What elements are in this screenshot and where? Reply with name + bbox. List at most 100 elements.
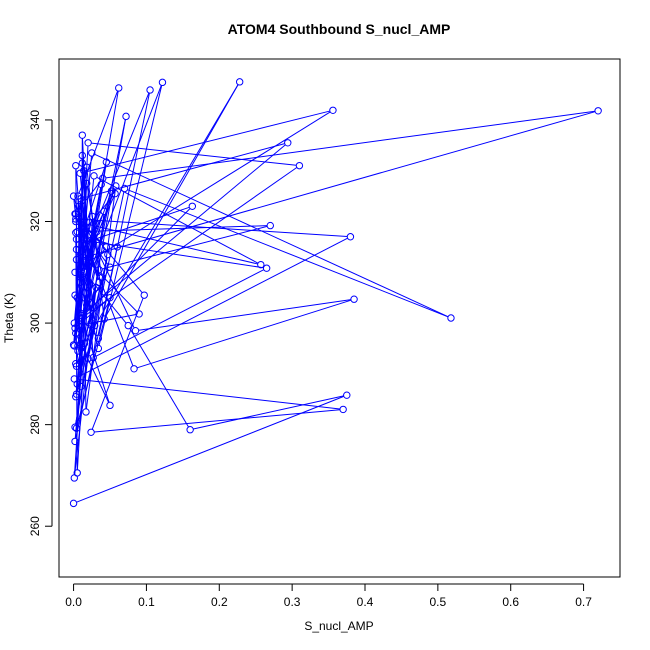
series-segment (76, 326, 91, 392)
data-point (120, 184, 129, 193)
data-point (102, 243, 111, 251)
data-point (71, 210, 79, 218)
data-point (78, 131, 87, 139)
data-point (115, 84, 123, 92)
data-point (74, 207, 83, 216)
data-point (89, 353, 97, 362)
data-point (69, 341, 78, 349)
series-segment (80, 225, 268, 233)
data-point (73, 380, 81, 388)
data-point (85, 253, 94, 261)
data-point (81, 288, 89, 297)
series-segment (77, 257, 108, 382)
series-segment (127, 189, 449, 318)
data-point (79, 263, 87, 271)
data-point (146, 86, 154, 94)
series-segment (91, 142, 297, 166)
data-point (70, 342, 79, 350)
data-point (88, 149, 96, 157)
series-segment (83, 173, 90, 282)
series-segment (82, 206, 190, 244)
data-point (76, 309, 84, 317)
data-point (79, 349, 87, 358)
data-point (72, 390, 81, 398)
data-point (84, 139, 92, 147)
series-segment (138, 299, 351, 331)
data-point (77, 382, 85, 391)
data-point (140, 291, 148, 299)
data-point (186, 426, 194, 434)
series-segment (79, 85, 162, 298)
data-point (87, 319, 95, 327)
x-tick-label: 0.6 (502, 595, 519, 609)
data-point (188, 202, 197, 210)
data-point (74, 321, 82, 330)
data-point (104, 250, 112, 259)
x-tick-label: 0.5 (430, 595, 447, 609)
series-segment (91, 297, 144, 430)
series-segment (105, 110, 596, 179)
series-segment (80, 314, 137, 326)
data-point (80, 339, 89, 348)
data-point (74, 202, 83, 210)
series-segment (98, 85, 163, 346)
data-point (80, 167, 88, 175)
x-tick-label: 0.2 (211, 595, 228, 609)
data-point (594, 107, 602, 115)
data-point (69, 499, 78, 508)
data-point (343, 391, 351, 399)
data-point (350, 295, 358, 303)
x-axis: 0.0 0.1 0.2 0.3 0.4 0.5 0.6 0.7 (65, 583, 592, 609)
data-point (76, 278, 84, 287)
data-point (235, 78, 244, 86)
series-segment (193, 395, 344, 430)
series-segment (136, 299, 352, 369)
x-tick-label: 0.0 (65, 595, 82, 609)
data-point (85, 281, 94, 289)
data-point (262, 264, 271, 272)
series-points (69, 78, 602, 508)
data-point (266, 221, 274, 230)
data-point (112, 182, 120, 190)
data-point (158, 78, 167, 87)
data-point (107, 187, 116, 195)
data-point (82, 301, 91, 310)
series-segment (105, 84, 239, 317)
data-point (92, 220, 100, 228)
series-segment (90, 111, 331, 261)
series-segment (76, 395, 344, 503)
data-point (257, 260, 265, 269)
data-point (84, 354, 92, 363)
plot-frame (58, 58, 621, 578)
data-point (130, 365, 138, 373)
data-point (98, 273, 106, 282)
data-point (71, 291, 79, 299)
data-point (100, 315, 108, 323)
data-point (72, 360, 80, 368)
data-point (78, 159, 87, 167)
series-segment (78, 221, 258, 265)
data-point (447, 314, 455, 322)
data-point (70, 319, 79, 327)
data-point (80, 227, 89, 236)
series-segment (73, 199, 78, 229)
x-axis-label: S_nucl_AMP (304, 619, 373, 633)
series-segment (79, 239, 264, 269)
series-segment (82, 208, 191, 317)
series-segment (94, 153, 449, 318)
y-tick-label: 280 (28, 414, 42, 434)
data-point (124, 321, 132, 330)
data-point (72, 215, 80, 223)
y-tick-label: 300 (28, 313, 42, 333)
series-lines (73, 84, 596, 503)
x-tick-label: 0.3 (284, 595, 301, 609)
series-segment (129, 328, 189, 428)
data-point (70, 474, 79, 482)
data-point (106, 293, 114, 302)
chart-title: ATOM4 Southbound S_nucl_AMP (228, 21, 451, 37)
data-point (71, 437, 79, 446)
data-point (102, 158, 111, 166)
series-segment (77, 378, 341, 410)
series-segment (102, 225, 268, 270)
